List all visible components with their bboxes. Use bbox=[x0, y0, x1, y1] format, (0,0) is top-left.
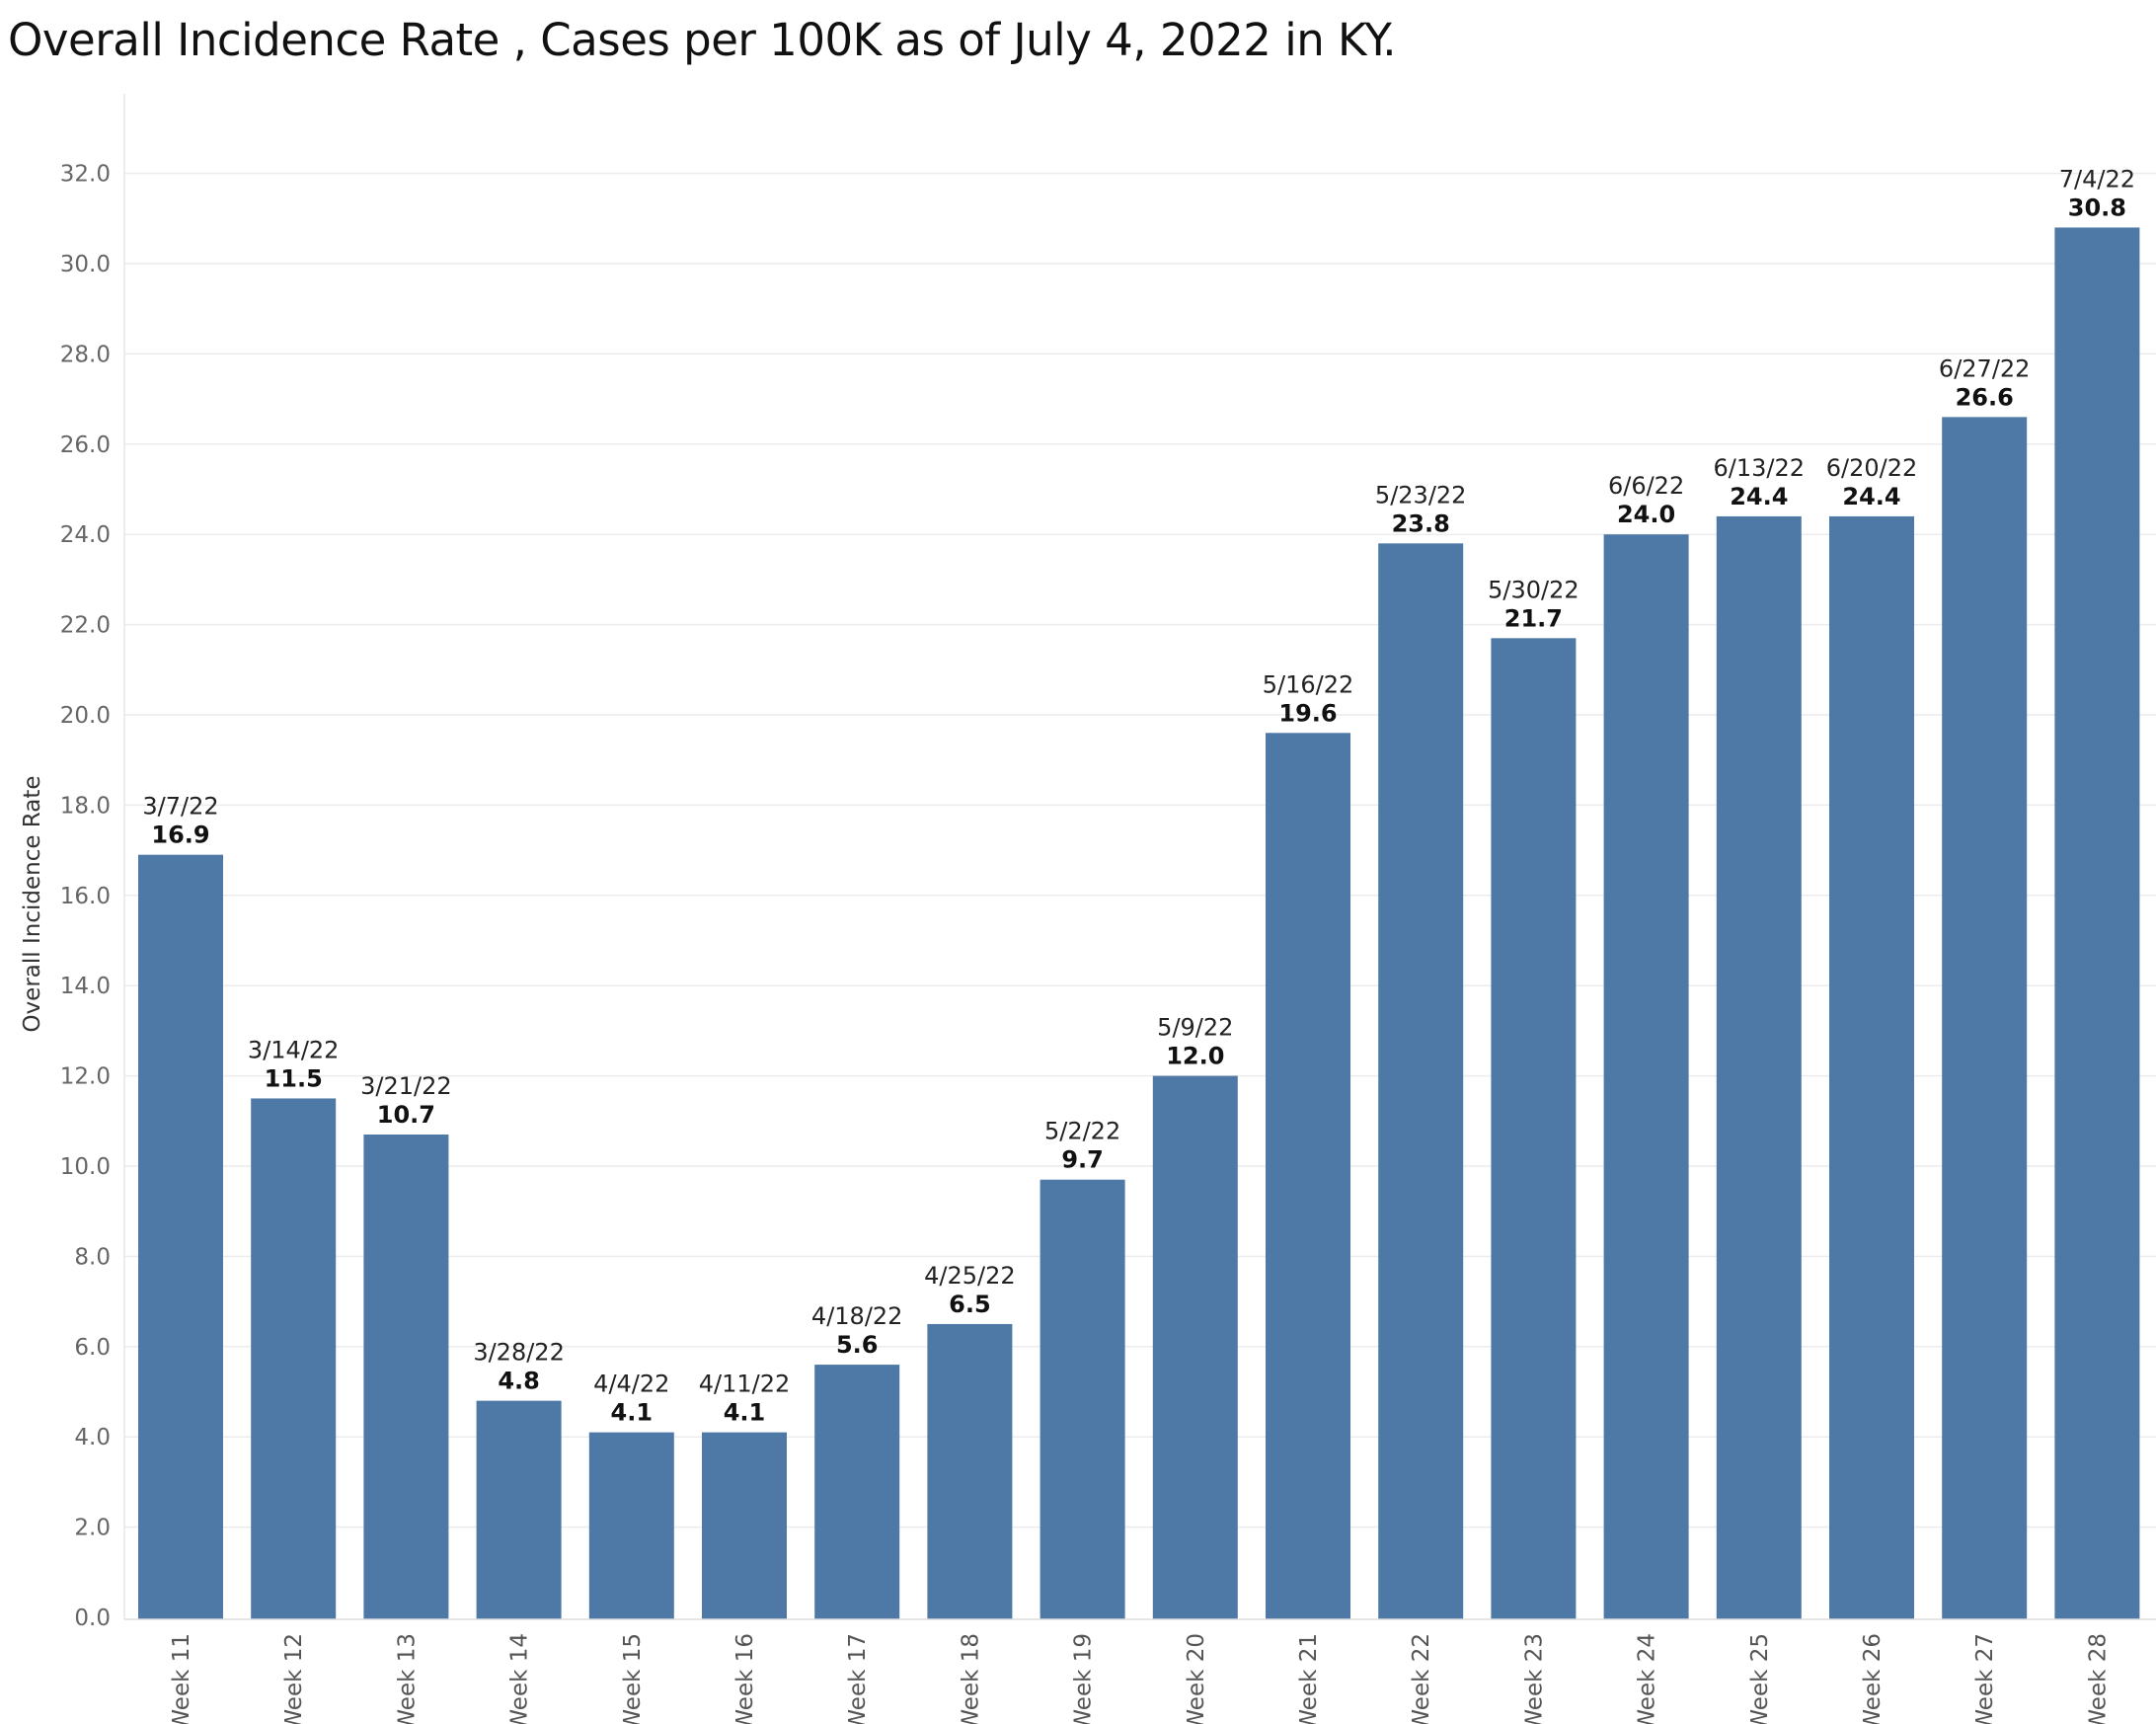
y-tick-label: 2.0 bbox=[74, 1516, 111, 1541]
bar[interactable] bbox=[138, 854, 223, 1619]
x-tick-label: Week 24 bbox=[1635, 1633, 1660, 1724]
bar-value-label: 19.6 bbox=[1278, 699, 1337, 727]
x-tick-label: Week 17 bbox=[845, 1633, 871, 1724]
bar-value-label: 24.0 bbox=[1617, 501, 1675, 528]
x-tick-label: Week 15 bbox=[620, 1633, 646, 1724]
bar-value-label: 5.6 bbox=[836, 1331, 879, 1359]
x-tick-label: Week 26 bbox=[1860, 1633, 1886, 1724]
bar-date-label: 5/30/22 bbox=[1488, 576, 1579, 603]
bar-value-label: 4.1 bbox=[611, 1399, 654, 1427]
bar-date-label: 6/13/22 bbox=[1714, 454, 1806, 482]
bar[interactable] bbox=[1942, 417, 2028, 1619]
y-tick-label: 32.0 bbox=[60, 162, 111, 188]
bar-value-label: 24.4 bbox=[1842, 483, 1900, 510]
bar-value-label: 4.1 bbox=[724, 1399, 766, 1427]
x-tick-label: Week 27 bbox=[1972, 1633, 1998, 1724]
x-tick-label: Week 14 bbox=[507, 1633, 533, 1724]
y-tick-label: 24.0 bbox=[60, 522, 111, 548]
gridlines bbox=[124, 172, 2156, 1528]
bar-value-label: 4.8 bbox=[498, 1368, 540, 1395]
bar[interactable] bbox=[1266, 733, 1350, 1619]
bar-date-label: 4/18/22 bbox=[811, 1302, 903, 1330]
bars bbox=[138, 227, 2140, 1620]
bar-value-label: 24.4 bbox=[1730, 483, 1788, 510]
bar-date-label: 3/21/22 bbox=[360, 1072, 452, 1100]
y-axis: 0.0 2.0 4.0 6.0 8.0 10.0 12.0 14.0 16.0 18.0 20.0 2… bbox=[20, 94, 125, 1631]
bar-value-label: 11.5 bbox=[265, 1064, 323, 1092]
y-tick-label: 26.0 bbox=[60, 432, 111, 458]
y-axis-title: Overall Incidence Rate bbox=[20, 775, 45, 1032]
bar[interactable] bbox=[1829, 515, 1914, 1620]
y-tick-label: 12.0 bbox=[60, 1064, 111, 1090]
bar-date-label: 4/25/22 bbox=[924, 1262, 1016, 1290]
y-tick-label: 0.0 bbox=[74, 1606, 111, 1631]
x-tick-label: Week 22 bbox=[1409, 1633, 1434, 1724]
bar[interactable] bbox=[1040, 1179, 1125, 1619]
bar[interactable] bbox=[1491, 638, 1577, 1619]
y-tick-label: 18.0 bbox=[60, 793, 111, 819]
y-tick-label: 4.0 bbox=[74, 1425, 111, 1450]
bar-date-label: 5/9/22 bbox=[1157, 1014, 1233, 1042]
x-tick-label: Week 18 bbox=[958, 1633, 983, 1724]
y-tick-label: 10.0 bbox=[60, 1154, 111, 1180]
bar-date-label: 4/4/22 bbox=[593, 1371, 669, 1398]
x-tick-label: Week 21 bbox=[1296, 1633, 1322, 1724]
bar-date-label: 7/4/22 bbox=[2059, 165, 2135, 193]
bar-date-label: 5/16/22 bbox=[1263, 670, 1354, 698]
bar-date-label: 5/23/22 bbox=[1375, 481, 1467, 509]
x-tick-label: Week 28 bbox=[2085, 1633, 2111, 1724]
y-tick-label: 30.0 bbox=[60, 252, 111, 277]
bar[interactable] bbox=[363, 1135, 449, 1619]
bar-date-label: 6/27/22 bbox=[1939, 354, 2031, 382]
chart-title: Overall Incidence Rate , Cases per 100K … bbox=[8, 14, 1397, 66]
bar[interactable] bbox=[1152, 1075, 1238, 1619]
y-tick-label: 22.0 bbox=[60, 613, 111, 639]
bar-value-label: 9.7 bbox=[1061, 1146, 1104, 1174]
bar[interactable] bbox=[814, 1365, 900, 1619]
bar-date-label: 3/28/22 bbox=[473, 1339, 565, 1367]
bar-date-label: 6/20/22 bbox=[1826, 454, 1918, 482]
x-tick-label: Week 16 bbox=[732, 1633, 758, 1724]
bar[interactable] bbox=[251, 1098, 337, 1619]
bar-value-label: 16.9 bbox=[151, 822, 209, 849]
y-tick-label: 8.0 bbox=[74, 1244, 111, 1270]
bar-value-label: 26.6 bbox=[1956, 383, 2014, 411]
y-tick-label: 6.0 bbox=[74, 1335, 111, 1361]
x-tick-label: Week 11 bbox=[169, 1633, 194, 1724]
y-tick-label: 16.0 bbox=[60, 884, 111, 909]
bar-date-label: 3/14/22 bbox=[248, 1036, 340, 1063]
x-tick-label: Week 19 bbox=[1071, 1633, 1097, 1724]
bar-date-label: 5/2/22 bbox=[1044, 1118, 1120, 1145]
bar[interactable] bbox=[1716, 515, 1802, 1620]
y-tick-label: 28.0 bbox=[60, 342, 111, 367]
x-tick-label: Week 20 bbox=[1184, 1633, 1209, 1724]
bar-date-label: 6/6/22 bbox=[1608, 472, 1684, 500]
bar[interactable] bbox=[476, 1400, 562, 1619]
x-tick-label: Week 12 bbox=[281, 1633, 307, 1724]
y-tick-label: 20.0 bbox=[60, 703, 111, 729]
bar-date-label: 4/11/22 bbox=[699, 1371, 791, 1398]
bar-value-label: 23.8 bbox=[1392, 509, 1450, 537]
bar[interactable] bbox=[2054, 227, 2140, 1620]
bar-value-label: 10.7 bbox=[377, 1101, 435, 1129]
bar[interactable] bbox=[1603, 534, 1689, 1620]
x-axis: Week 11 Week 12 Week 13 Week 14 Week 15 Week … bbox=[124, 1618, 2156, 1724]
bar-value-label: 30.8 bbox=[2068, 194, 2126, 221]
bar[interactable] bbox=[1378, 543, 1464, 1619]
bar[interactable] bbox=[588, 1432, 674, 1619]
bar[interactable] bbox=[927, 1323, 1013, 1619]
bar-date-label: 3/7/22 bbox=[142, 793, 218, 821]
x-tick-label: Week 23 bbox=[1521, 1633, 1547, 1724]
bar-value-label: 6.5 bbox=[949, 1291, 991, 1318]
bar[interactable] bbox=[702, 1432, 787, 1619]
x-tick-label: Week 25 bbox=[1747, 1633, 1773, 1724]
y-tick-label: 14.0 bbox=[60, 974, 111, 999]
bar-value-label: 12.0 bbox=[1166, 1043, 1224, 1070]
bar-value-label: 21.7 bbox=[1504, 604, 1563, 632]
x-tick-label: Week 13 bbox=[394, 1633, 420, 1724]
